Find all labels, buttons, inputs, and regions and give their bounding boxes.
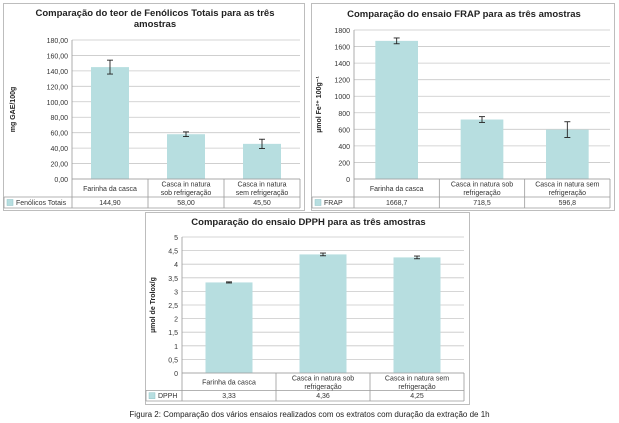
- y-tick-label: 1600: [334, 45, 350, 52]
- chart-title: Comparação do ensaio FRAP para as três a…: [347, 9, 581, 20]
- bar: [460, 119, 504, 179]
- data-label: 718,5: [473, 200, 491, 207]
- y-tick-label: 40,00: [50, 146, 68, 153]
- y-tick-label: 0,00: [54, 177, 68, 184]
- legend-key: [6, 199, 14, 206]
- category-label: Casca in natura sob: [451, 182, 513, 189]
- y-tick-label: 100,00: [47, 100, 69, 107]
- data-label: 4,25: [410, 393, 424, 400]
- category-label: sob refrigeração: [161, 190, 212, 197]
- dpph-chart-panel: Comparação do ensaio DPPH para as três a…: [145, 212, 470, 405]
- legend-key: [314, 199, 322, 206]
- y-tick-label: 120,00: [47, 84, 69, 91]
- category-label: refrigeração: [463, 190, 500, 197]
- y-tick-label: 200: [338, 160, 350, 167]
- bar: [205, 282, 253, 373]
- y-tick-label: 5: [174, 235, 178, 242]
- chart-title: amostras: [134, 19, 176, 30]
- y-tick-label: 1200: [334, 78, 350, 85]
- category-label: refrigeração: [549, 190, 586, 197]
- bar: [243, 143, 281, 179]
- bar: [393, 257, 441, 373]
- bar: [375, 40, 418, 180]
- y-tick-label: 4: [174, 262, 178, 269]
- category-label: Casca in natura: [161, 182, 210, 189]
- legend-key: [148, 392, 156, 399]
- y-tick-label: 800: [338, 111, 350, 118]
- dpph-chart: Comparação do ensaio DPPH para as três a…: [145, 217, 465, 402]
- y-tick-label: 1800: [334, 28, 350, 35]
- bar: [167, 134, 205, 179]
- y-tick-label: 2,5: [168, 303, 178, 310]
- frap-chart-panel: Comparação do ensaio FRAP para as três a…: [311, 3, 615, 211]
- y-tick-label: 1400: [334, 61, 350, 68]
- category-label: refrigeração: [398, 384, 435, 391]
- data-label: 596,8: [559, 200, 577, 207]
- legend-series-name: Fenólicos Totais: [16, 200, 67, 207]
- y-tick-label: 3,5: [168, 276, 178, 283]
- y-tick-label: 2: [174, 317, 178, 324]
- y-tick-label: 600: [338, 127, 350, 134]
- data-label: 45,50: [253, 200, 271, 207]
- bar: [91, 67, 129, 179]
- y-tick-label: 1,5: [168, 330, 178, 337]
- y-tick-label: 4,5: [168, 249, 178, 256]
- y-tick-label: 0: [174, 371, 178, 378]
- bar: [299, 254, 347, 373]
- category-label: sem refrigeração: [236, 190, 289, 197]
- category-label: Casca in natura sob: [292, 375, 354, 382]
- fenolicos-chart: Comparação do teor de Fenólicos Totais p…: [3, 8, 301, 209]
- y-tick-label: 400: [338, 144, 350, 151]
- legend-series-name: DPPH: [158, 393, 177, 400]
- category-label: refrigeração: [304, 384, 341, 391]
- y-tick-label: 0: [346, 177, 350, 184]
- y-tick-label: 60,00: [50, 131, 68, 138]
- data-label: 1668,7: [386, 200, 408, 207]
- y-tick-label: 180,00: [47, 38, 69, 45]
- category-label: Casca in natura: [237, 182, 286, 189]
- y-tick-label: 3: [174, 289, 178, 296]
- y-tick-label: 20,00: [50, 162, 68, 169]
- data-label: 144,90: [99, 200, 121, 207]
- figure-caption: Figura 2: Comparação dos vários ensaios …: [129, 410, 490, 419]
- category-label: Farinha da casca: [83, 186, 137, 193]
- y-tick-label: 0,5: [168, 357, 178, 364]
- chart-title: Comparação do teor de Fenólicos Totais p…: [36, 8, 275, 19]
- category-label: Casca in natura sem: [535, 182, 599, 189]
- frap-chart: Comparação do ensaio FRAP para as três a…: [311, 9, 611, 209]
- y-tick-label: 160,00: [47, 53, 69, 60]
- y-axis-label: mg GAE/100g: [10, 87, 17, 133]
- chart-title: Comparação do ensaio DPPH para as três a…: [191, 217, 425, 228]
- y-tick-label: 80,00: [50, 115, 68, 122]
- data-label: 3,33: [222, 393, 236, 400]
- y-tick-label: 1000: [334, 94, 350, 101]
- y-tick-label: 1: [174, 344, 178, 351]
- category-label: Farinha da casca: [202, 380, 256, 387]
- category-label: Casca in natura sem: [385, 375, 449, 382]
- y-tick-label: 140,00: [47, 69, 69, 76]
- data-label: 4,36: [316, 393, 330, 400]
- y-axis-label: µmol Fe²⁺ 100g⁻¹: [316, 76, 323, 133]
- category-label: Farinha da casca: [370, 186, 424, 193]
- fenolicos-chart-panel: Comparação do teor de Fenólicos Totais p…: [3, 3, 305, 211]
- data-label: 58,00: [177, 200, 195, 207]
- legend-series-name: FRAP: [324, 200, 343, 207]
- y-axis-label: µmol de Trolox/g: [150, 277, 157, 333]
